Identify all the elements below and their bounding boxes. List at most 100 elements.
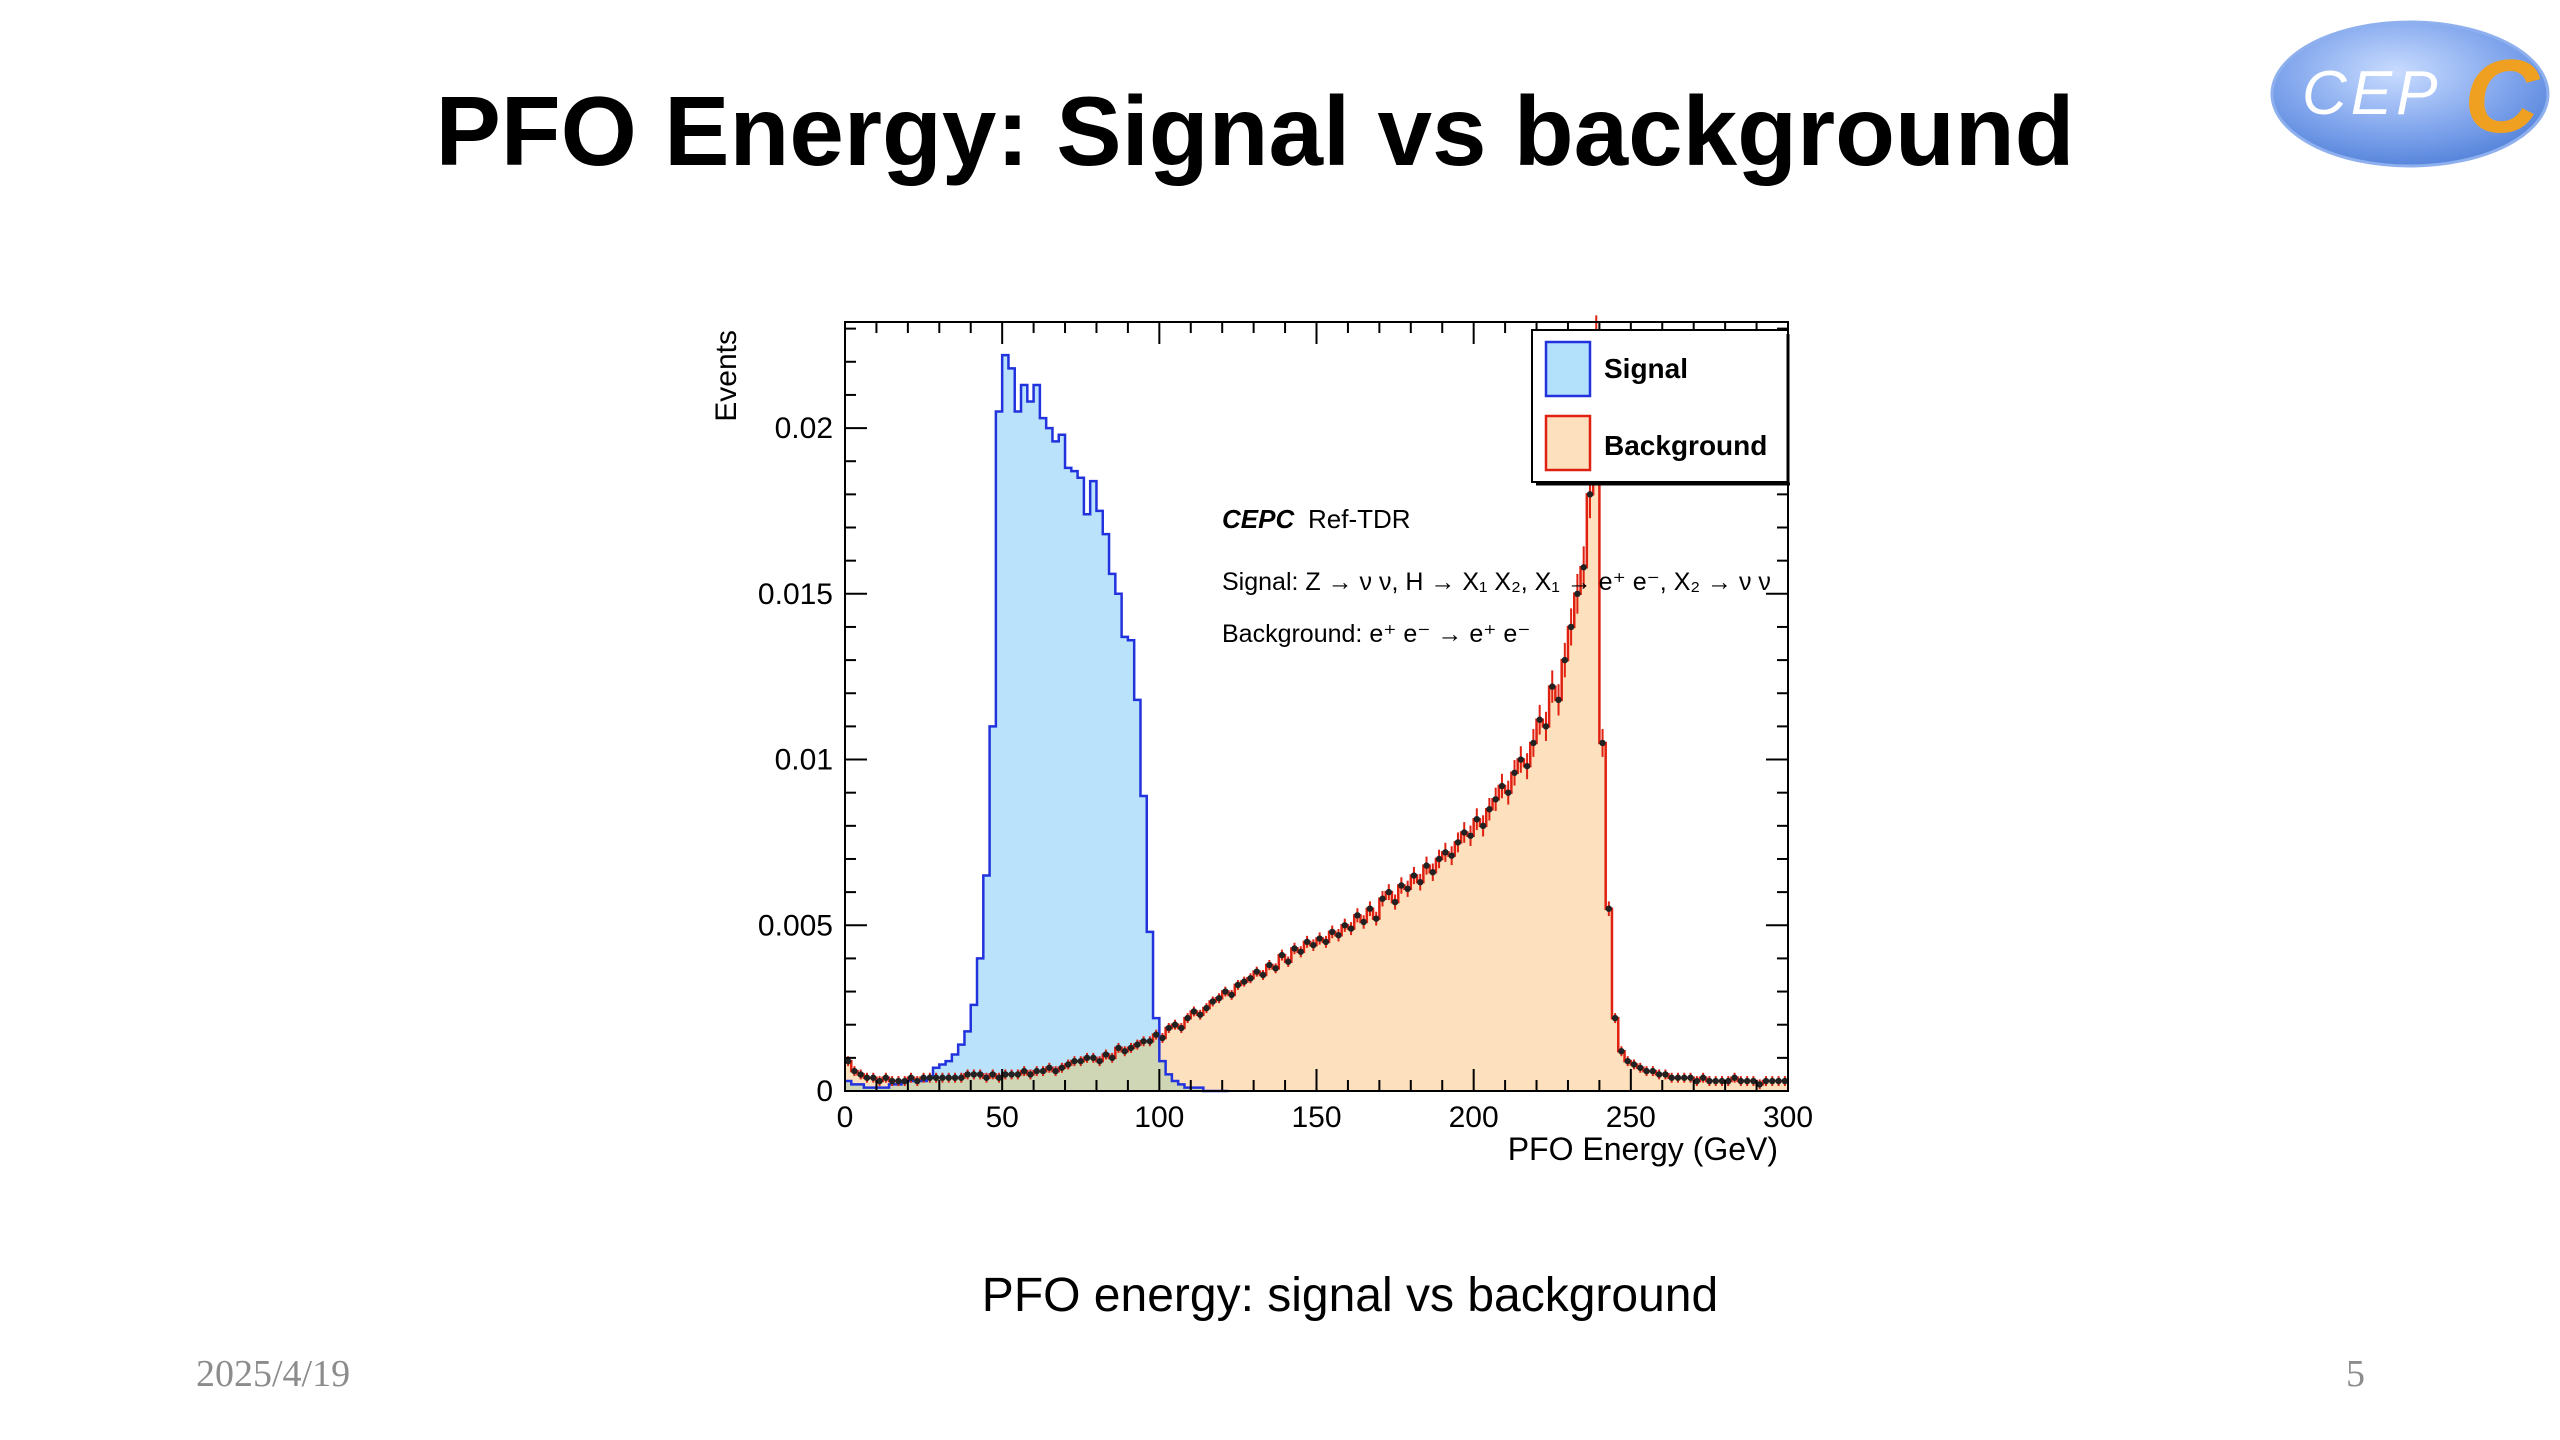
data-marker bbox=[1222, 988, 1229, 995]
data-marker bbox=[1611, 1014, 1619, 1022]
data-marker bbox=[1354, 912, 1361, 919]
data-marker bbox=[1152, 1031, 1160, 1038]
data-marker bbox=[1360, 918, 1367, 926]
histogram-svg: 0 50 100 150 200 250 300 0 0.005 0.01 0.015 0.02 Ev… bbox=[710, 315, 1813, 1167]
background-data-point bbox=[1448, 846, 1455, 866]
background-data-point bbox=[1140, 1036, 1147, 1047]
background-data-point bbox=[1354, 908, 1361, 923]
background-data-point bbox=[1322, 935, 1330, 948]
background-data-point bbox=[1473, 808, 1481, 831]
background-data-point bbox=[1203, 1003, 1210, 1014]
data-marker bbox=[1329, 928, 1336, 936]
background-data-point bbox=[1417, 873, 1424, 891]
data-marker bbox=[1454, 839, 1462, 846]
data-marker bbox=[958, 1074, 965, 1081]
background-data-point bbox=[1083, 1052, 1091, 1063]
data-marker bbox=[1096, 1057, 1103, 1065]
background-data-point bbox=[1366, 901, 1374, 916]
background-data-point bbox=[939, 1072, 946, 1083]
data-marker bbox=[1649, 1067, 1657, 1075]
background-data-point bbox=[1184, 1013, 1191, 1024]
data-marker bbox=[1574, 590, 1581, 598]
data-marker bbox=[1215, 994, 1223, 1002]
legend-background-label: Background bbox=[1604, 430, 1767, 461]
data-marker bbox=[1417, 878, 1424, 886]
background-data-point bbox=[920, 1072, 927, 1083]
background-data-point bbox=[1498, 773, 1506, 799]
data-marker bbox=[1322, 938, 1330, 946]
experiment-label: CEPC bbox=[1222, 504, 1295, 534]
background-data-point bbox=[1077, 1056, 1084, 1067]
legend: Signal Background bbox=[1531, 329, 1790, 486]
background-data-point bbox=[1090, 1052, 1097, 1063]
background-data-point bbox=[1379, 891, 1386, 907]
svg-text:C: C bbox=[2464, 39, 2541, 155]
background-data-point bbox=[901, 1076, 908, 1087]
data-marker bbox=[844, 1057, 852, 1065]
data-marker bbox=[1385, 888, 1392, 896]
background-data-point bbox=[1247, 973, 1254, 984]
data-marker bbox=[1071, 1057, 1078, 1065]
background-data-point bbox=[1014, 1069, 1022, 1080]
data-marker bbox=[1624, 1057, 1631, 1065]
background-data-point bbox=[1027, 1069, 1034, 1080]
background-data-point bbox=[1706, 1076, 1713, 1087]
background-data-point bbox=[1731, 1072, 1738, 1083]
background-data-point bbox=[1599, 729, 1606, 757]
x-tick-label: 250 bbox=[1606, 1101, 1656, 1134]
background-data-point bbox=[989, 1069, 996, 1080]
background-data-point bbox=[1555, 684, 1562, 716]
data-marker bbox=[1316, 935, 1323, 942]
data-marker bbox=[1127, 1044, 1135, 1052]
data-marker bbox=[870, 1074, 877, 1081]
background-data-point bbox=[964, 1069, 971, 1080]
background-data-point bbox=[1737, 1076, 1745, 1087]
data-marker bbox=[851, 1067, 858, 1075]
background-data-point bbox=[1486, 797, 1493, 821]
data-marker bbox=[1756, 1081, 1763, 1088]
data-marker bbox=[1643, 1067, 1650, 1075]
background-data-point bbox=[1391, 894, 1399, 910]
background-data-point bbox=[1561, 642, 1569, 678]
background-data-point bbox=[1479, 815, 1487, 837]
data-marker bbox=[1718, 1077, 1726, 1085]
data-marker bbox=[983, 1074, 990, 1081]
background-data-point bbox=[1241, 976, 1248, 987]
background-data-point bbox=[1058, 1062, 1066, 1073]
data-marker bbox=[1429, 869, 1437, 876]
background-data-point bbox=[1209, 996, 1216, 1007]
y-tick-label: 0.005 bbox=[758, 909, 833, 942]
background-data-point bbox=[1781, 1076, 1789, 1087]
data-marker bbox=[1479, 822, 1487, 830]
data-marker bbox=[1681, 1074, 1688, 1081]
y-tick-label: 0.015 bbox=[758, 578, 833, 611]
data-marker bbox=[1467, 832, 1474, 839]
background-data-point bbox=[1511, 760, 1518, 786]
background-data-point bbox=[1033, 1066, 1040, 1077]
background-data-point bbox=[1668, 1072, 1675, 1083]
data-marker bbox=[1662, 1071, 1669, 1078]
background-data-point bbox=[1655, 1069, 1663, 1080]
plot-area bbox=[844, 315, 1789, 1093]
data-marker bbox=[1423, 862, 1430, 869]
data-marker bbox=[1731, 1074, 1738, 1081]
background-data-point bbox=[1373, 911, 1380, 926]
data-marker bbox=[1461, 829, 1468, 836]
data-marker bbox=[970, 1071, 978, 1078]
background-data-point bbox=[1580, 546, 1587, 589]
slide-title: PFO Energy: Signal vs background bbox=[435, 76, 2075, 186]
data-marker bbox=[1297, 948, 1304, 955]
background-data-point bbox=[870, 1072, 877, 1083]
data-marker bbox=[1605, 905, 1613, 912]
data-marker bbox=[1693, 1077, 1701, 1085]
signal-histogram-fill bbox=[845, 355, 1229, 1091]
background-data-point bbox=[851, 1066, 858, 1077]
background-data-point bbox=[951, 1072, 959, 1083]
data-marker bbox=[1712, 1077, 1719, 1085]
data-marker bbox=[1266, 961, 1273, 969]
background-data-point bbox=[1536, 704, 1543, 735]
data-marker bbox=[876, 1077, 883, 1085]
data-marker bbox=[1278, 951, 1286, 959]
data-marker bbox=[1398, 882, 1405, 889]
background-data-point bbox=[1549, 670, 1556, 703]
